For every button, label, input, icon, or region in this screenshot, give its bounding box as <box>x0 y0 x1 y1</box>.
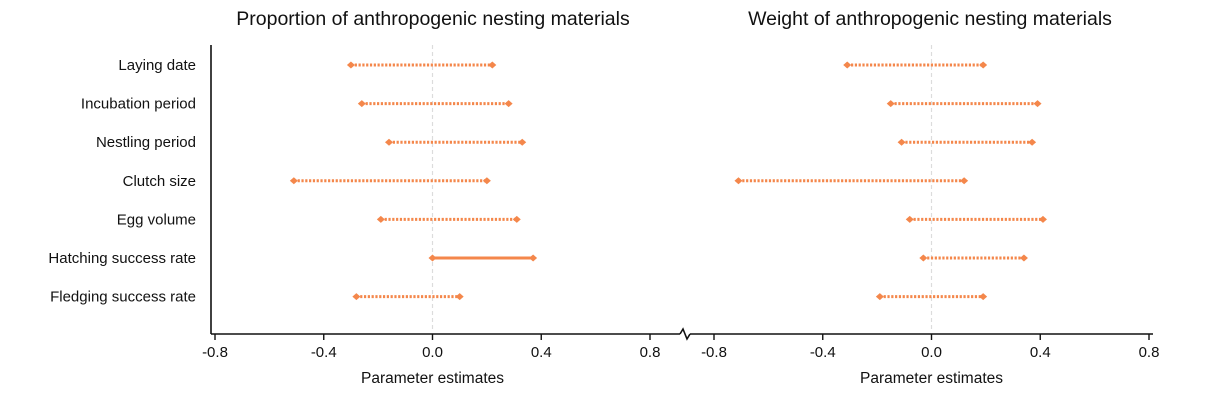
interval-low-marker <box>875 293 884 301</box>
interval-high-marker <box>1028 138 1037 146</box>
x-tick-label: -0.4 <box>311 344 337 361</box>
interval-low-marker <box>897 138 906 146</box>
category-label: Incubation period <box>81 96 196 113</box>
x-tick-label: 0.0 <box>921 344 942 361</box>
category-label: Egg volume <box>117 211 196 228</box>
interval-low-marker <box>346 61 355 69</box>
x-axis-label: Parameter estimates <box>361 370 504 387</box>
x-tick-label: -0.8 <box>701 344 727 361</box>
x-tick-label: 0.4 <box>1030 344 1051 361</box>
interval-low-marker <box>385 138 393 146</box>
interval-low-marker <box>428 254 437 262</box>
x-tick-label: -0.8 <box>202 344 228 361</box>
interval-high-marker <box>482 177 491 185</box>
interval-high-marker <box>455 293 464 301</box>
interval-high-marker <box>529 254 538 262</box>
axis-break-mark <box>679 327 691 341</box>
interval-high-marker <box>1019 254 1028 262</box>
category-label: Hatching success rate <box>48 250 196 267</box>
interval-high-marker <box>512 215 521 223</box>
interval-high-marker <box>1038 215 1047 223</box>
interval-low-marker <box>734 177 743 185</box>
interval-high-marker <box>979 61 988 69</box>
interval-high-marker <box>518 138 527 146</box>
interval-low-marker <box>289 177 298 185</box>
category-label: Laying date <box>118 57 196 74</box>
interval-high-marker <box>488 61 497 69</box>
category-label: Nestling period <box>96 134 196 151</box>
interval-high-marker <box>960 177 969 185</box>
interval-low-marker <box>919 254 928 262</box>
interval-low-marker <box>376 215 385 223</box>
interval-low-marker <box>843 61 852 69</box>
interval-high-marker <box>979 293 988 301</box>
interval-low-marker <box>352 293 361 301</box>
interval-low-marker <box>886 100 895 108</box>
interval-high-marker <box>1033 100 1042 108</box>
category-label: Fledging success rate <box>50 289 196 306</box>
x-axis-label: Parameter estimates <box>860 370 1003 387</box>
panel-title: Proportion of anthropogenic nesting mate… <box>236 8 630 30</box>
interval-low-marker <box>357 100 366 108</box>
x-tick-label: -0.4 <box>810 344 836 361</box>
x-tick-label: 0.0 <box>422 344 443 361</box>
panel-title: Weight of anthropogenic nesting material… <box>748 8 1112 30</box>
category-label: Clutch size <box>123 173 196 190</box>
interval-high-marker <box>504 100 513 108</box>
x-tick-label: 0.8 <box>640 344 661 361</box>
x-tick-label: 0.8 <box>1139 344 1160 361</box>
interval-low-marker <box>905 215 914 223</box>
x-tick-label: 0.4 <box>531 344 552 361</box>
